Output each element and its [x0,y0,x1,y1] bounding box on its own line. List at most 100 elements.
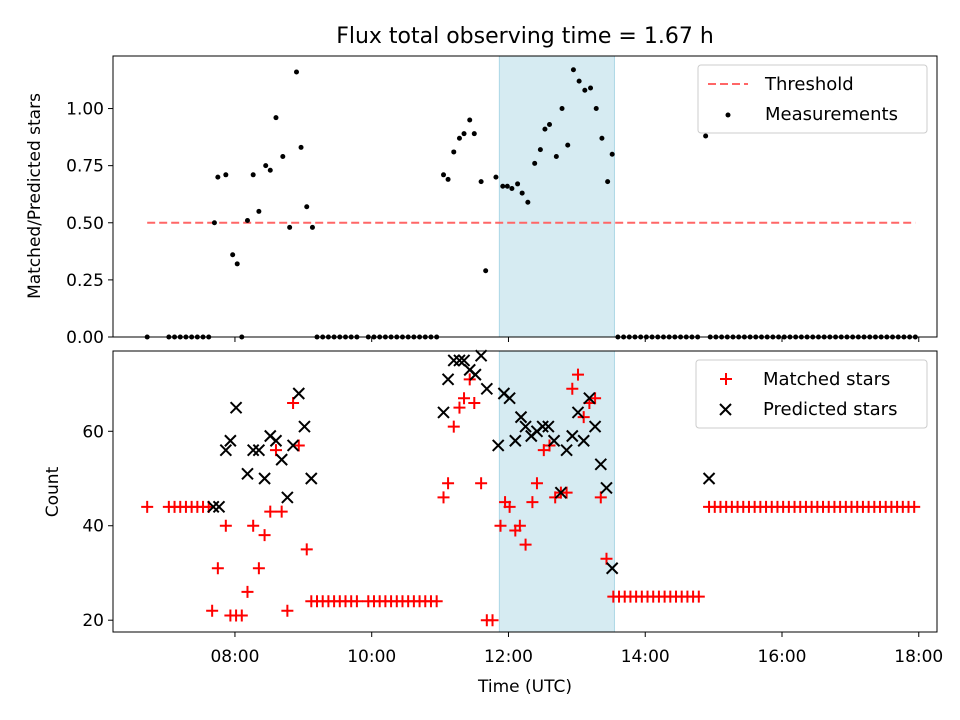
matched-star-point [486,614,499,627]
measurement-point [500,183,506,189]
measurement-point [504,183,510,189]
predicted-star-point [447,354,460,367]
measurement-point [532,160,538,166]
matched-star-point [430,595,443,608]
measurement-point [211,220,217,226]
measurement-point [461,131,467,137]
predicted-star-point [492,439,505,452]
y-tick-label: 0.25 [66,271,104,291]
predicted-star-point [453,354,466,367]
measurement-point [250,172,256,178]
measurement-point [280,154,286,160]
predicted-star-point [258,472,271,485]
predicted-star-point [269,434,283,447]
predicted-star-point [224,434,237,447]
top-axes-frame [112,55,938,338]
matched-star-point [281,604,294,617]
top-y-ticks: 0.00 0.25 0.50 0.75 1.00 [66,100,113,348]
predicted-star-point [281,491,294,504]
matched-star-point [241,585,254,598]
predicted-star-point [588,420,602,433]
matched-star-point [475,477,488,490]
measurement-point [456,135,462,141]
predicted-star-point [571,406,585,419]
measurement-point [230,252,236,258]
measurements-legend-label: Measurements [765,104,898,125]
measurement-point [309,224,315,230]
measurement-point [559,106,565,112]
measurement-point [576,78,582,84]
measurement-point [293,69,299,75]
measurement-point [515,181,521,187]
matched-star-point [447,420,460,433]
predicted-star-point [212,500,226,514]
matched-star-point [526,496,539,509]
bottom-panel: 20 40 60 08:00 10:00 12:00 14:00 16:00 18:00 Co… [43,349,943,697]
measurement-point [304,204,310,210]
measurement-point [525,199,531,205]
matched-star-point [458,392,471,405]
matched-star-point [908,500,921,513]
measurement-point [273,115,279,121]
matched-star-point [269,444,282,457]
matched-star-point [275,505,288,518]
matched-star-point [235,609,248,622]
measurement-point [519,190,525,196]
measurement-point [256,208,262,214]
predicted-star-point [246,443,260,457]
predicted-star-point [594,458,607,471]
predicted-star-point [252,443,266,457]
bottom-observing-interval [498,350,615,633]
predicted-star-point [605,562,619,575]
bottom-legend: Matched stars Predicted stars [695,359,928,429]
predicted-legend-label: Predicted stars [763,399,897,420]
measurement-point [588,85,594,91]
matched-star-point [247,519,260,532]
x-tick-label: 10:00 [347,647,396,667]
matched-legend-swatch [720,373,732,385]
top-y-axis-label: Matched/Predicted stars [25,93,45,299]
bottom-x-ticks: 08:00 10:00 12:00 14:00 16:00 18:00 [210,632,943,667]
matched-star-point [513,519,526,532]
predicted-star-point [583,392,596,405]
matched-star-point [503,500,516,513]
predicted-star-point [229,401,243,414]
y-tick-label: 60 [82,422,104,442]
predicted-star-point [503,392,516,405]
matched-star-point [692,590,705,603]
y-tick-label: 40 [82,517,104,537]
predicted-star-point [542,420,555,433]
measurement-point [445,176,451,182]
matched-star-point [560,486,573,499]
matched-star-point [292,439,305,452]
measurements-legend-swatch [725,112,731,118]
bottom-y-ticks: 20 40 60 [82,422,113,631]
measurement-point [441,172,447,178]
measurement-point [605,179,611,185]
matched-star-point [258,529,271,542]
top-panel: 0.00 0.25 0.50 0.75 1.00 Matched/Predicted s… [25,55,938,348]
measurement-point [537,147,543,153]
observing-interval-band [498,350,615,633]
matched-star-point [468,396,481,409]
predicted-star-point [286,439,300,452]
matched-star-point [211,562,224,575]
measurement-point [234,261,240,267]
top-x-ticks [234,337,920,342]
predicted-star-point [702,472,716,485]
x-tick-label: 16:00 [758,647,807,667]
measurement-point [451,149,457,155]
x-tick-label: 18:00 [894,647,943,667]
bottom-legend-box [695,359,928,429]
predicted-star-point [474,349,488,362]
predicted-star-point [305,472,318,485]
predicted-star-point [514,410,528,424]
measurement-point [223,172,229,178]
top-measurement-points [144,67,918,340]
y-tick-label: 20 [82,611,104,631]
measurement-point [478,179,484,185]
matched-star-point [219,519,232,532]
predicted-star-point [547,434,561,447]
matched-star-point [571,368,584,381]
matched-star-point [594,491,607,504]
